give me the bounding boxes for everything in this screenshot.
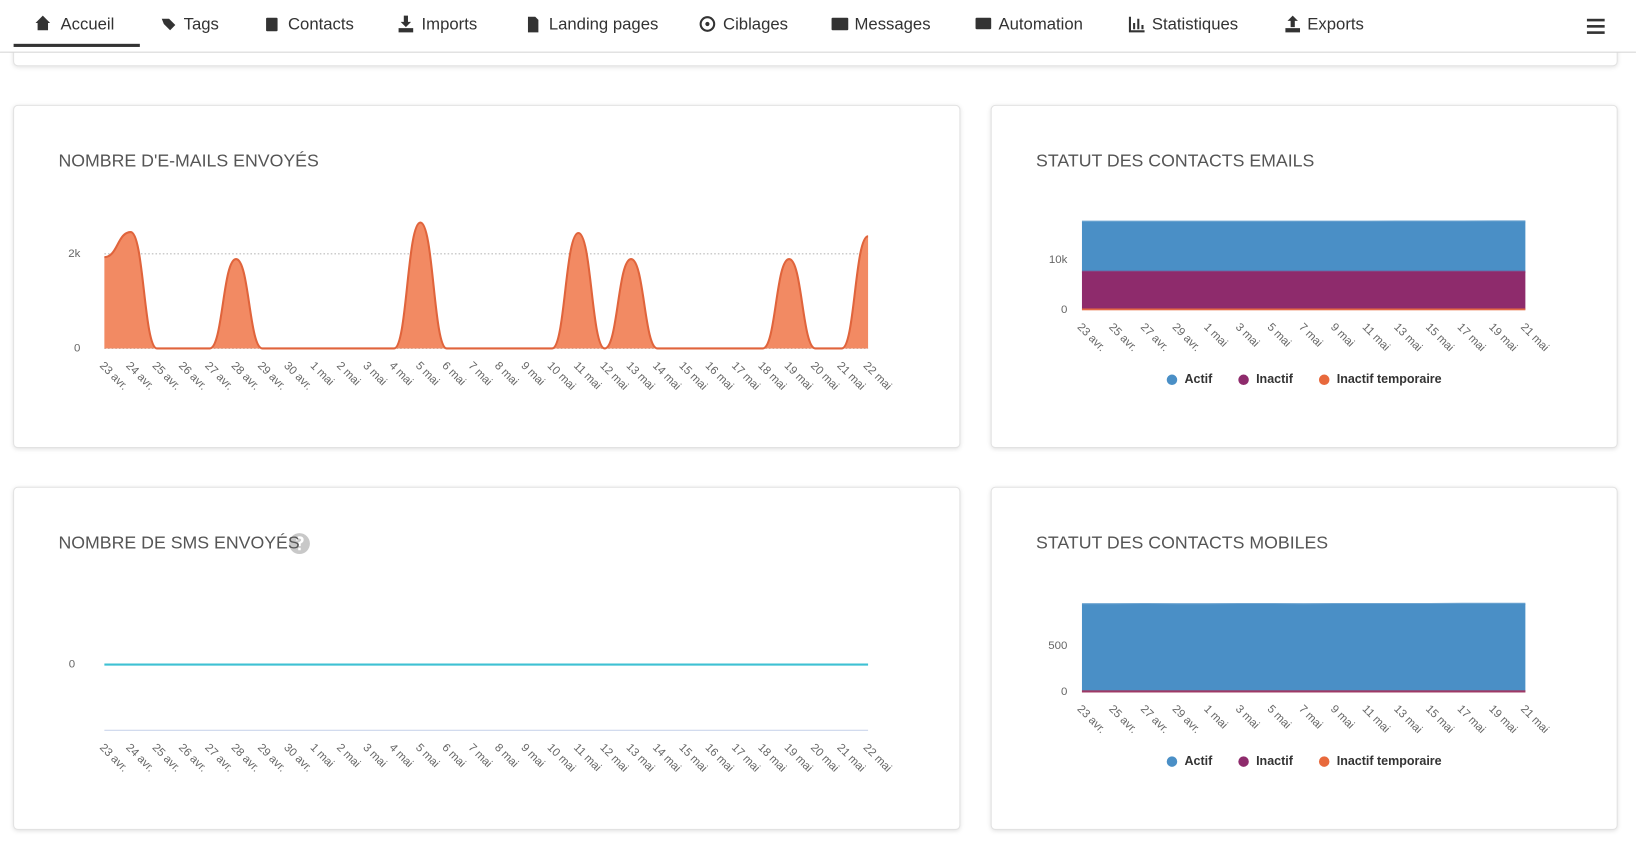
y-tick-label: 0 xyxy=(74,342,80,354)
active-underline xyxy=(13,43,140,47)
nav-item[interactable]: Automation xyxy=(998,14,1082,33)
legend-label: Inactif temporaire xyxy=(1337,754,1442,768)
icon-automation xyxy=(975,17,992,30)
icon-target-dot xyxy=(705,21,710,27)
area xyxy=(104,222,869,349)
icon-tag xyxy=(161,18,176,31)
help-icon[interactable] xyxy=(289,533,310,555)
legend-label: Actif xyxy=(1184,372,1213,386)
y-tick-label: 500 xyxy=(1048,640,1067,652)
icon-download xyxy=(398,15,414,33)
legend-label: Actif xyxy=(1184,754,1213,768)
icon-upload xyxy=(1285,15,1301,33)
nav-item[interactable]: Messages xyxy=(855,14,931,33)
chart-title: NOMBRE DE SMS ENVOYÉS xyxy=(58,532,299,552)
chart-title: NOMBRE D'E-MAILS ENVOYÉS xyxy=(58,150,318,170)
icon-chart xyxy=(1128,16,1145,33)
icon-book xyxy=(266,17,278,32)
menu-bar xyxy=(1586,18,1605,22)
chart-title: STATUT DES CONTACTS EMAILS xyxy=(1036,150,1314,170)
nav-item[interactable]: Exports xyxy=(1307,14,1364,33)
legend-marker xyxy=(1238,374,1249,385)
y-tick-label: 0 xyxy=(69,659,75,671)
legend-marker xyxy=(1166,756,1178,767)
chart-title: STATUT DES CONTACTS MOBILES xyxy=(1036,532,1328,552)
card xyxy=(13,486,961,830)
area-line xyxy=(104,221,869,350)
y-tick-label: 2k xyxy=(68,248,80,260)
legend-marker xyxy=(1318,374,1330,385)
nav-item[interactable]: Tags xyxy=(184,14,219,33)
nav-item[interactable]: Imports xyxy=(422,14,478,33)
nav-item[interactable]: Ciblages xyxy=(723,14,788,33)
legend-marker xyxy=(1318,756,1330,767)
legend-label: Inactif xyxy=(1256,754,1294,768)
legend-label: Inactif xyxy=(1256,372,1294,386)
icon-target xyxy=(699,16,716,32)
legend: Actif Inactif Inactif temporaire xyxy=(1166,754,1442,768)
menu-bar xyxy=(1586,31,1605,34)
area xyxy=(1081,603,1526,692)
legend: Actif Inactif Inactif temporaire xyxy=(1166,372,1442,386)
legend-label: Inactif temporaire xyxy=(1337,372,1442,386)
area xyxy=(1081,221,1526,272)
card xyxy=(13,104,961,449)
legend-marker xyxy=(1166,374,1178,385)
nav-item[interactable]: Contacts xyxy=(288,14,354,33)
y-tick-label: 10k xyxy=(1049,254,1068,266)
help-glyph xyxy=(295,536,304,551)
legend-marker xyxy=(1238,756,1249,767)
nav-item[interactable]: Landing pages xyxy=(549,14,659,33)
y-tick-label: 0 xyxy=(1061,686,1067,698)
nav-bar xyxy=(0,0,1636,53)
nav-item[interactable]: Statistiques xyxy=(1152,14,1238,33)
menu-button[interactable] xyxy=(1586,18,1605,34)
y-tick-label: 0 xyxy=(1061,304,1067,316)
menu-bar xyxy=(1586,25,1605,28)
icon-file xyxy=(527,16,539,33)
icon-envelope xyxy=(831,17,849,31)
nav-item[interactable]: Accueil xyxy=(61,14,115,33)
area xyxy=(1081,271,1526,310)
